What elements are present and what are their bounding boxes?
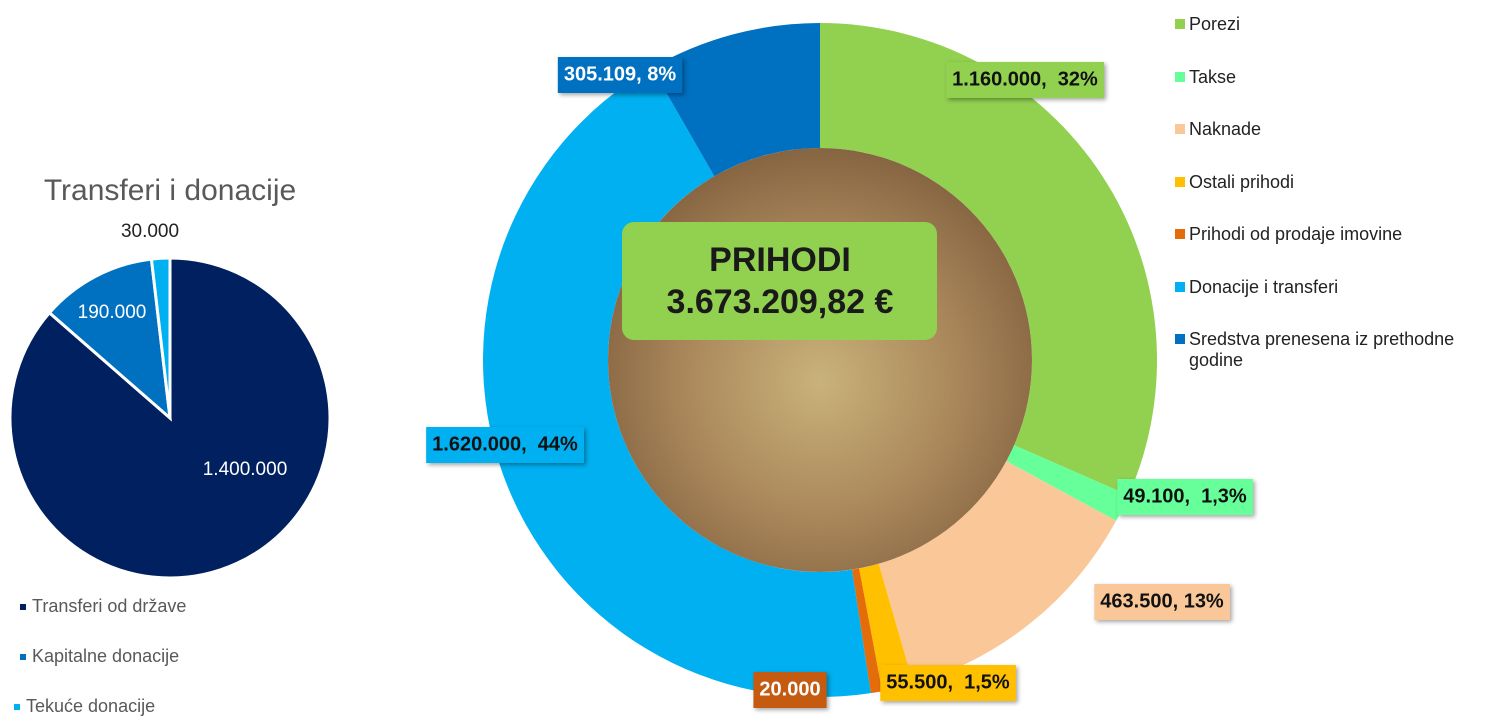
annotation-box <box>622 222 937 340</box>
legend-item: Transferi od države <box>20 596 186 617</box>
donut-slice <box>851 568 883 694</box>
annotation: PRIHODI <box>709 241 851 279</box>
data-label: 30.000 <box>121 221 179 242</box>
legend-swatch <box>1175 229 1185 239</box>
data-label-box <box>1117 479 1253 515</box>
data-label-group: 55.500, 1,5% <box>880 665 1016 701</box>
legend-swatch <box>1175 19 1185 29</box>
legend-swatch <box>14 703 20 710</box>
legend-swatch <box>1175 334 1185 344</box>
annotation: 3.673.209,82 € <box>667 283 894 321</box>
legend-swatch <box>1175 281 1185 292</box>
legend-item: Naknade <box>1175 119 1475 140</box>
legend-label: Tekuće donacije <box>26 696 156 716</box>
legend-item: Donacije i transferi <box>1175 277 1475 298</box>
data-label-group: 20.000 <box>753 672 827 708</box>
donut-slice <box>483 67 871 697</box>
legend-label: Donacije i transferi <box>1189 276 1339 297</box>
legend-label: Sredstva prenesena iz prethodne godine <box>1189 329 1455 370</box>
donut-slice <box>651 22 820 177</box>
legend-label: Kapitalne donacije <box>32 646 180 666</box>
data-label-box <box>426 427 585 463</box>
legend-label: Ostali prihodi <box>1189 171 1295 192</box>
data-label: 1.160.000, 32% <box>952 68 1098 90</box>
donut-slice <box>878 461 1117 684</box>
legend-label: Transferi od države <box>32 596 187 616</box>
legend-item: Ostali prihodi <box>1175 172 1475 193</box>
legend-swatch <box>1175 124 1185 134</box>
data-label: 305.109, 8% <box>564 63 677 85</box>
legend-item: Kapitalne donacije <box>20 646 179 667</box>
data-label-box <box>880 665 1016 701</box>
legend-item: Porezi <box>1175 14 1475 35</box>
legend-item: Takse <box>1175 67 1475 88</box>
data-label: 55.500, 1,5% <box>886 671 1010 693</box>
center-photo <box>608 148 1032 572</box>
donut-slice <box>859 563 914 692</box>
donut-slice <box>1006 445 1129 521</box>
data-label-group: 463.500, 13% <box>1094 584 1230 620</box>
pie-title: Transferi i donacije <box>44 174 296 207</box>
data-label: 190.000 <box>78 302 147 323</box>
legend-label: Takse <box>1189 66 1237 87</box>
data-label-box <box>753 672 827 708</box>
legend-item: Tekuće donacije <box>14 696 155 717</box>
legend-label: Naknade <box>1189 119 1262 139</box>
legend-label: Prihodi od prodaje imovine <box>1189 224 1403 244</box>
data-label-box <box>557 57 683 93</box>
pie-slice <box>47 257 172 422</box>
data-label: 1.400.000 <box>203 459 288 480</box>
legend-swatch <box>1175 71 1185 82</box>
data-label-group: 1.620.000, 44% <box>426 427 585 463</box>
legend-swatch <box>1175 176 1185 187</box>
data-label-box <box>946 62 1105 98</box>
legend-swatch <box>20 653 26 660</box>
pie-slice <box>149 256 172 419</box>
data-label-box <box>1094 584 1230 620</box>
data-label-group: 49.100, 1,3% <box>1117 479 1253 515</box>
legend-item: Prihodi od prodaje imovine <box>1175 224 1475 245</box>
data-label-group: 1.160.000, 32% <box>946 62 1105 98</box>
data-label: 1.620.000, 44% <box>432 433 578 455</box>
legend-swatch <box>20 603 26 610</box>
data-label: 20.000 <box>759 678 820 700</box>
data-label: 463.500, 13% <box>1100 590 1224 612</box>
legend-item: Sredstva prenesena iz prethodne godine <box>1175 329 1475 371</box>
donut-slice <box>820 23 1157 496</box>
data-label-group: 305.109, 8% <box>557 57 683 93</box>
data-label: 49.100, 1,3% <box>1123 485 1247 507</box>
legend-label: Porezi <box>1189 14 1241 34</box>
